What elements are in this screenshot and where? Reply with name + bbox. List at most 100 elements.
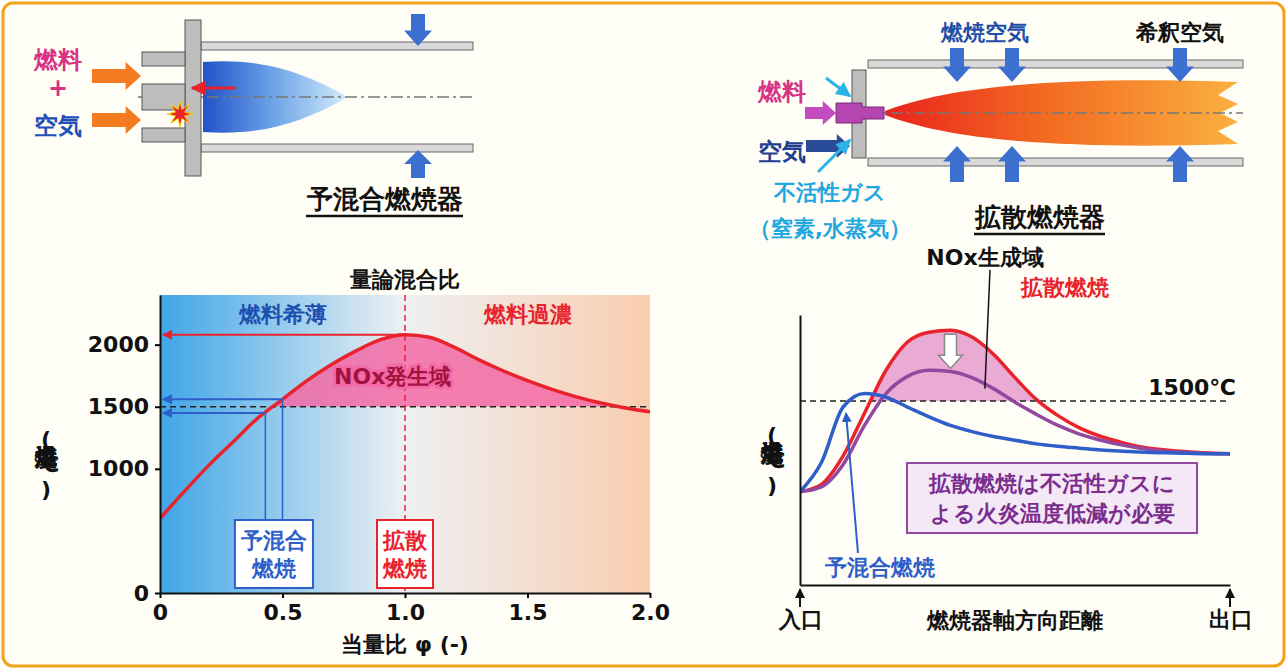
label: 希釈空気: [1135, 20, 1224, 45]
annotation-box: [235, 520, 313, 588]
series-label: 拡散燃焼: [1020, 275, 1110, 300]
region-label: 燃料希薄: [238, 302, 327, 327]
title: 拡散燃焼器: [974, 202, 1105, 232]
tick-label: 0: [134, 581, 149, 606]
tick: 0: [153, 593, 168, 625]
tick-label: 1.5: [509, 600, 548, 625]
annotation-leader: [282, 399, 284, 520]
label-leader: [985, 270, 990, 389]
air-arrow: [943, 48, 971, 82]
air-arrow: [1166, 146, 1194, 182]
inert-gas-arrow: [826, 78, 850, 96]
axis: 0 1000 1500 2000: [88, 296, 161, 606]
label: 燃料: [33, 46, 82, 74]
mixture-arrow: [92, 106, 141, 134]
label: （窒素,水蒸気）: [749, 216, 911, 241]
tick-arrow: [799, 589, 801, 607]
label-line: 予混合: [240, 528, 307, 553]
label-line: 拡散: [382, 528, 428, 553]
tick-mark: [155, 468, 160, 470]
line: [160, 335, 650, 519]
chart-title: 量論混合比: [349, 267, 460, 292]
axis-line: [800, 316, 802, 586]
tick-mark: [155, 406, 160, 408]
tick-label: 2.0: [631, 600, 670, 625]
tick: 1.5: [509, 593, 548, 625]
tube-wall: [201, 42, 473, 50]
tick-arrow: [1229, 589, 1231, 607]
tick-label: 入口: [778, 607, 823, 632]
region-label: 燃料過濃: [483, 302, 572, 327]
label-line: 燃焼: [382, 556, 428, 581]
label: 不活性ガス: [773, 180, 886, 205]
axis-title: 燃焼器軸方向距離: [926, 608, 1103, 633]
annotation-box: [907, 463, 1197, 533]
air-arrow: [404, 14, 432, 46]
tick-label: 1000: [88, 456, 149, 481]
tick-label: 1500: [88, 394, 149, 419]
title: 予混合燃焼器: [306, 184, 463, 214]
region-label: NOx発生域: [334, 364, 451, 389]
annotation: 拡散燃焼: [382, 528, 428, 581]
tick-label: 2000: [88, 332, 149, 357]
axis: [800, 316, 801, 586]
tick: 1000: [88, 456, 160, 481]
tick: 1.0: [386, 593, 425, 625]
tick: 1500: [88, 394, 160, 419]
tick: 0.5: [264, 593, 303, 625]
annotation-arrow: [163, 398, 283, 400]
plot-marks: [160, 295, 650, 593]
tick: 2.0: [631, 593, 670, 625]
title-underline: [974, 233, 1105, 236]
label: 空気: [758, 138, 806, 166]
tick-mark: [282, 593, 284, 598]
axis: 0 0.5 1.0 1.5 2.0: [153, 593, 670, 625]
tube-wall: [201, 144, 473, 152]
ignition-star: [167, 101, 193, 127]
air-arrow: [998, 48, 1026, 82]
annotation: 拡散燃焼は不活性ガスによる火炎温度低減が必要: [928, 471, 1175, 526]
tick: 0: [134, 581, 160, 606]
frame: [3, 3, 1284, 666]
tick-label: 出口: [1209, 607, 1253, 632]
label: 空気: [34, 112, 82, 140]
injector: [142, 52, 185, 66]
diffusion-burner: 燃料空気燃焼空気希釈空気不活性ガス（窒素,水蒸気）拡散燃焼器: [749, 20, 1243, 241]
mixture-arrow: [92, 62, 141, 90]
annotation-arrow: [163, 334, 405, 336]
annotation: 予混合燃焼: [240, 528, 307, 581]
chart-right: 入口出口燃焼温度(℃)燃焼器軸方向距離1500℃NOx生成域拡散燃焼予混合燃焼拡…: [759, 245, 1253, 633]
air-arrow: [404, 150, 432, 178]
tick-label: 0: [153, 600, 168, 625]
label: +: [48, 74, 68, 102]
axis-title: 燃焼温度(℃): [33, 427, 59, 502]
tick-label: 0.5: [264, 600, 303, 625]
annotation-box: [377, 520, 433, 588]
flange: [185, 20, 201, 176]
tick-mark: [155, 344, 160, 346]
threshold-label: 1500℃: [1148, 375, 1236, 400]
label-leader: [846, 413, 858, 553]
tick-mark: [650, 593, 652, 598]
air-arrow: [1166, 48, 1194, 82]
injector: [142, 128, 185, 142]
air-arrow: [998, 146, 1026, 182]
tick-label: 1.0: [386, 600, 425, 625]
fuel-nozzle: [836, 103, 884, 123]
premix-burner: 燃料+ 空気予混合燃焼器: [33, 14, 476, 216]
label: 燃焼空気: [940, 20, 1029, 45]
tick: 入口: [778, 585, 823, 632]
inert-gas-arrow: [818, 140, 850, 172]
chart-left: 0 0.5 1.0 1.5 2.0 0 1000 1500 2000 量論混合比燃料希薄 燃料過濃燃…: [33, 267, 670, 657]
tick: 出口: [1209, 585, 1253, 632]
label-line: 拡散燃焼は不活性ガスに: [928, 471, 1175, 496]
axis-title: 燃焼温度(℃): [759, 423, 785, 498]
region-label: NOx生成域: [926, 245, 1043, 270]
flashback-arrow: [192, 87, 236, 90]
label-line: 燃焼: [251, 556, 297, 581]
fuel-arrow: [805, 101, 836, 125]
reduction-arrow: [939, 334, 963, 368]
air-arrow: [943, 146, 971, 182]
annotation-arrow: [163, 412, 265, 414]
axis-line: [160, 296, 162, 594]
